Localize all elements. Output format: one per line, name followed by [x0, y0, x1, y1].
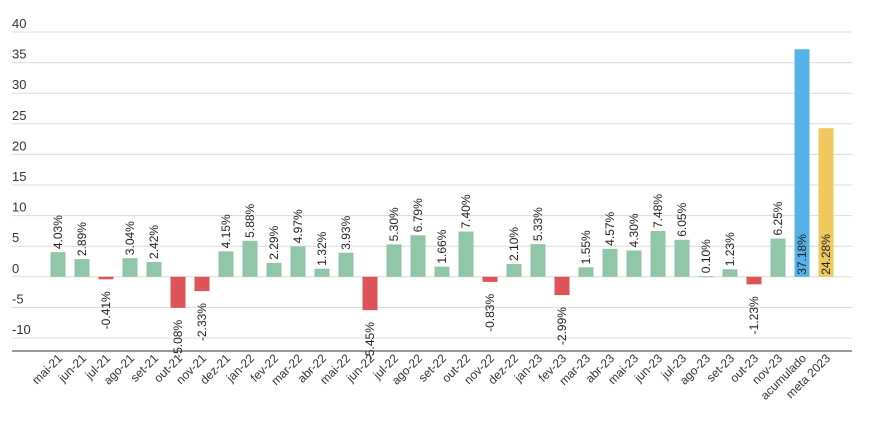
- data-label: 7.40%: [459, 194, 473, 228]
- data-label: 1.23%: [723, 232, 737, 266]
- bar: [242, 240, 258, 277]
- data-label: 7.48%: [651, 194, 665, 228]
- bar: [722, 269, 738, 277]
- data-label: 1.32%: [315, 231, 329, 265]
- bar: [266, 262, 282, 277]
- bar: [578, 267, 594, 277]
- bar: [122, 258, 138, 277]
- bar: [434, 266, 450, 277]
- y-tick-label: 25: [12, 108, 26, 123]
- bar: [362, 276, 378, 311]
- y-tick-label: 15: [12, 169, 26, 184]
- x-tick-label: mai-21: [29, 351, 65, 387]
- bar: [194, 276, 210, 292]
- bar: [482, 276, 498, 282]
- bar: [74, 259, 90, 277]
- bars: [50, 49, 834, 311]
- y-axis-ticks: 40 35 30 25 20 15 10 5 0 -5 -10: [12, 16, 31, 337]
- data-label: 3.93%: [339, 215, 353, 249]
- y-tick-label: -10: [12, 322, 31, 337]
- bar: [386, 244, 402, 277]
- x-axis-ticks: mai-21jun-21jul-21ago-21set-21out-21nov-…: [29, 351, 833, 403]
- y-tick-label: 10: [12, 200, 26, 215]
- bar: [338, 252, 354, 277]
- bar: [770, 238, 786, 277]
- y-tick-label: 20: [12, 138, 26, 153]
- data-label: 2.89%: [75, 222, 89, 256]
- data-label: 2.42%: [147, 225, 161, 259]
- data-label: 6.05%: [675, 202, 689, 236]
- data-label: 6.25%: [771, 201, 785, 235]
- bar: [218, 251, 234, 277]
- data-label: 4.15%: [219, 214, 233, 248]
- bar: [410, 235, 426, 277]
- bar: [98, 276, 114, 280]
- bar: [650, 231, 666, 277]
- data-label: -1.23%: [747, 296, 761, 334]
- data-label: 5.30%: [387, 207, 401, 241]
- data-label: 1.66%: [435, 229, 449, 263]
- data-label: 0.10%: [699, 239, 713, 273]
- bar: [458, 231, 474, 277]
- data-label: -0.83%: [483, 294, 497, 332]
- data-labels: 4.03% 2.89% -0.41% 3.04% 2.42% -5.08% -2.33% 4.…: [51, 194, 833, 360]
- data-label: 5.88%: [243, 203, 257, 237]
- y-tick-label: 0: [12, 261, 19, 276]
- bar: [170, 276, 186, 308]
- data-label: -2.99%: [555, 307, 569, 345]
- y-tick-label: 30: [12, 77, 26, 92]
- grid-lines: [12, 31, 852, 339]
- data-label: 24.28%: [819, 234, 833, 275]
- data-label: 4.03%: [51, 215, 65, 249]
- data-label: -5.08%: [171, 320, 185, 358]
- bar: [314, 268, 330, 277]
- y-tick-label: 40: [12, 16, 26, 31]
- data-label: 6.79%: [411, 198, 425, 232]
- data-label: 4.57%: [603, 211, 617, 245]
- data-label: 1.55%: [579, 230, 593, 264]
- data-label: 5.33%: [531, 207, 545, 241]
- bar: [674, 239, 690, 277]
- bar: [290, 246, 306, 277]
- bar: [530, 244, 546, 277]
- data-label: 37.18%: [795, 234, 809, 275]
- data-label: 3.04%: [123, 221, 137, 255]
- data-label: 4.30%: [627, 213, 641, 247]
- bar: [746, 276, 762, 285]
- bar: [602, 248, 618, 277]
- bar: [626, 250, 642, 277]
- bar: [794, 49, 810, 277]
- y-tick-label: 5: [12, 230, 19, 245]
- data-label: 2.29%: [267, 225, 281, 259]
- data-label: 2.10%: [507, 227, 521, 261]
- bar: [506, 263, 522, 277]
- y-tick-label: -5: [12, 291, 24, 306]
- bar: [698, 276, 714, 278]
- bar: [554, 276, 570, 296]
- bar: [818, 128, 834, 277]
- data-label: -0.41%: [99, 291, 113, 329]
- bar: [50, 252, 66, 277]
- data-label: 4.97%: [291, 209, 305, 243]
- data-label: -2.33%: [195, 303, 209, 341]
- bar: [146, 261, 162, 277]
- y-tick-label: 35: [12, 47, 26, 62]
